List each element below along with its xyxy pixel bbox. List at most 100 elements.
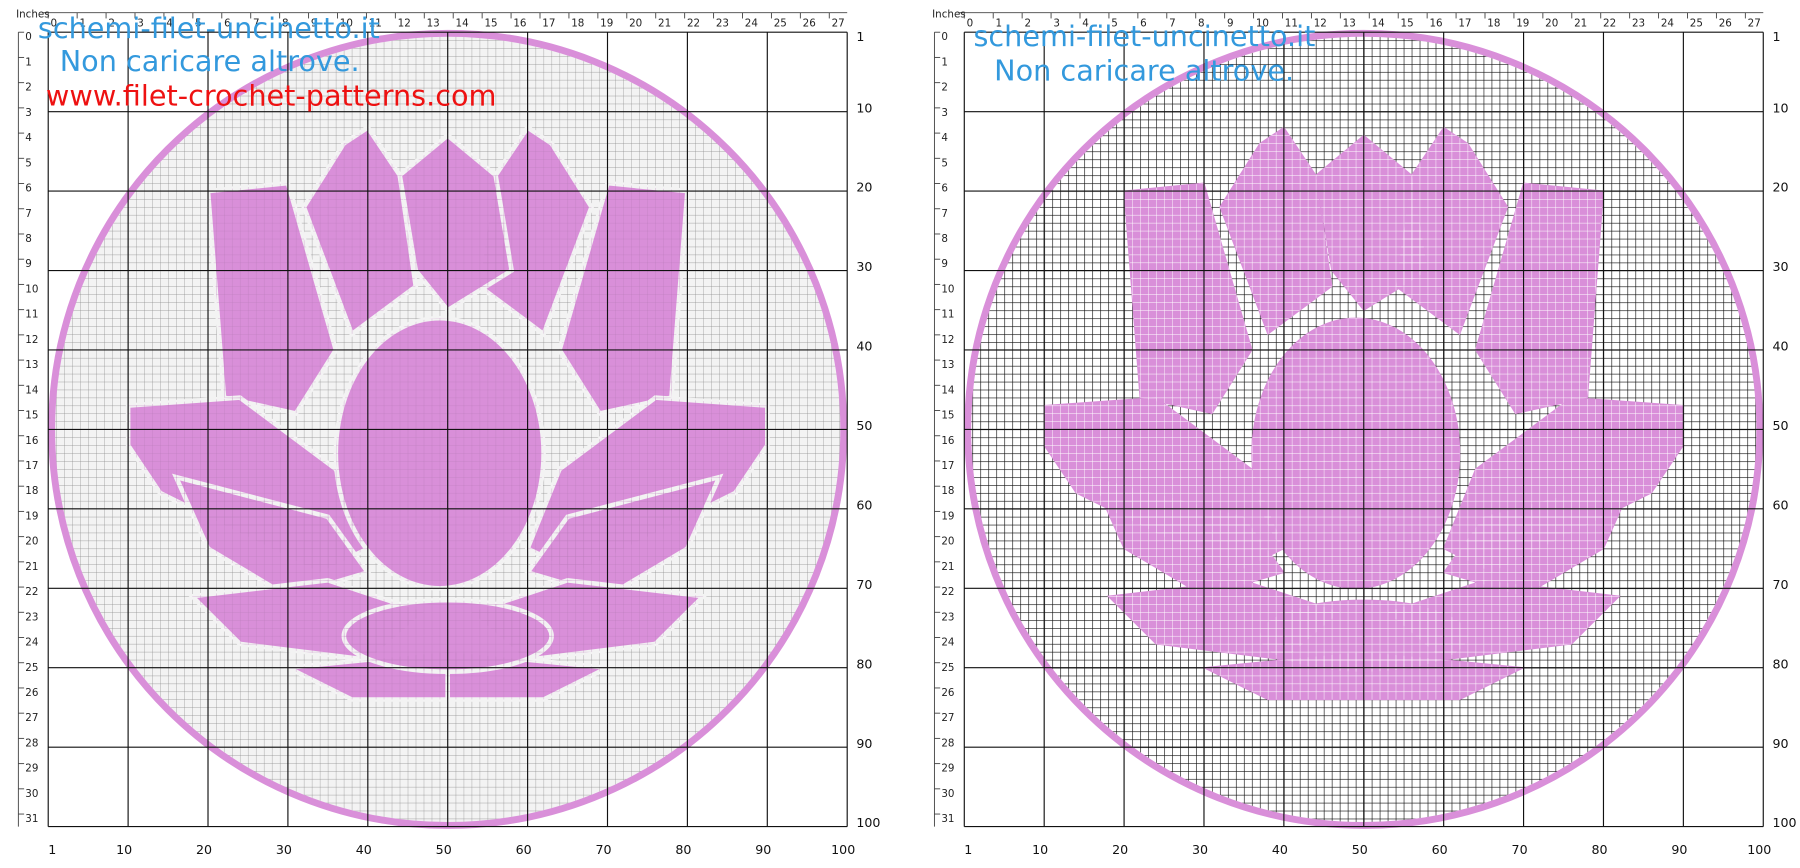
lotus-bud: [1251, 318, 1460, 589]
inch-tick-label: 3: [1053, 17, 1060, 29]
column-label: 100: [831, 842, 855, 857]
row-label: 10: [856, 100, 872, 115]
column-label: 30: [276, 842, 292, 857]
row-inch-label: 4: [25, 132, 32, 144]
inch-tick-label: 14: [1372, 17, 1385, 29]
inch-tick-label: 9: [1227, 17, 1234, 29]
column-label: 20: [1112, 842, 1128, 857]
inch-tick-label: 2: [1024, 17, 1031, 29]
lotus-petal: [1092, 477, 1284, 597]
inch-tick-label: 16: [1429, 17, 1442, 29]
row-inch-label: 9: [941, 258, 948, 270]
row-inch-label: 24: [25, 637, 38, 649]
inch-tick-label: 27: [1748, 17, 1761, 29]
inch-tick-label: 5: [195, 17, 202, 29]
inch-tick-label: 20: [629, 17, 642, 29]
row-inch-label: 1: [941, 56, 948, 68]
column-label: 70: [595, 842, 611, 857]
row-label: 70: [856, 577, 872, 592]
row-inch-label: 18: [941, 485, 954, 497]
column-label: 80: [675, 842, 691, 857]
row-inch-label: 24: [941, 637, 954, 649]
inch-tick-label: 25: [774, 17, 787, 29]
row-inch-label: 5: [941, 157, 948, 169]
row-inch-label: 29: [25, 763, 38, 775]
row-label: 30: [856, 259, 872, 274]
inch-tick-label: 20: [1545, 17, 1558, 29]
column-label: 70: [1512, 842, 1528, 857]
column-label: 10: [1032, 842, 1048, 857]
inch-tick-label: 1: [79, 17, 86, 29]
inch-tick-label: 10: [1256, 17, 1269, 29]
column-label: 10: [116, 842, 132, 857]
row-label: 80: [856, 656, 872, 671]
lotus-petal: [176, 477, 368, 597]
pattern-grid: [47, 29, 848, 829]
inch-tick-label: 8: [282, 17, 289, 29]
inch-tick-label: 19: [600, 17, 613, 29]
units-label: Inches: [16, 8, 50, 20]
inch-tick-label: 13: [1343, 17, 1356, 29]
row-inch-label: 13: [25, 359, 38, 371]
row-inch-label: 28: [25, 737, 38, 749]
row-inch-label: 14: [941, 384, 954, 396]
row-inch-label: 15: [25, 410, 38, 422]
row-inch-label: 7: [941, 208, 948, 220]
inch-tick-label: 8: [1198, 17, 1205, 29]
row-inch-label: 17: [25, 460, 38, 472]
row-label: 80: [1772, 656, 1788, 671]
row-inch-label: 31: [941, 813, 954, 825]
row-label: 50: [1772, 418, 1788, 433]
inch-tick-label: 15: [1401, 17, 1414, 29]
inch-tick-label: 13: [427, 17, 440, 29]
row-inch-label: 12: [941, 334, 954, 346]
column-label: 100: [1747, 842, 1771, 857]
inch-tick-label: 15: [484, 17, 497, 29]
lotus-petal: [559, 183, 688, 414]
row-inch-label: 30: [941, 788, 954, 800]
row-inch-label: 8: [25, 233, 32, 245]
row-inch-label: 3: [941, 107, 948, 119]
inch-tick-label: 24: [745, 17, 758, 29]
row-inch-label: 6: [25, 183, 32, 195]
row-inch-label: 10: [941, 283, 954, 295]
row-inch-label: 20: [941, 536, 954, 548]
inch-tick-label: 4: [166, 17, 173, 29]
row-inch-label: 13: [941, 359, 954, 371]
watermark: schemi-filet-uncinetto.it: [973, 19, 1315, 53]
row-label: 60: [1772, 497, 1788, 512]
inch-tick-label: 27: [832, 17, 845, 29]
lotus-petal: [303, 127, 416, 335]
inch-tick-label: 21: [1574, 17, 1587, 29]
row-inch-label: 26: [25, 687, 38, 699]
inch-tick-label: 22: [1603, 17, 1616, 29]
lotus-petal: [208, 183, 336, 414]
row-label: 100: [856, 815, 880, 830]
inch-tick-label: 5: [1111, 17, 1118, 29]
row-inch-label: 19: [25, 510, 38, 522]
column-label: 20: [196, 842, 212, 857]
row-inch-label: 30: [25, 788, 38, 800]
inch-tick-label: 6: [224, 17, 231, 29]
inch-tick-label: 24: [1661, 17, 1674, 29]
inch-tick-label: 9: [311, 17, 318, 29]
row-inch-label: 20: [25, 536, 38, 548]
lotus-petal: [1443, 477, 1636, 597]
row-inch-label: 4: [941, 132, 948, 144]
row-label: 50: [856, 418, 872, 433]
column-label: 50: [436, 842, 452, 857]
row-label: 90: [856, 736, 872, 751]
row-inch-label: 9: [25, 258, 32, 270]
row-inch-label: 28: [941, 737, 954, 749]
row-inch-label: 16: [25, 435, 38, 447]
row-label: 10: [1772, 100, 1788, 115]
inch-tick-label: 19: [1516, 17, 1529, 29]
watermark: Non caricare altrove.: [994, 53, 1294, 87]
lotus-petal: [527, 477, 720, 597]
row-inch-label: 31: [25, 813, 38, 825]
lotus-petal: [1395, 127, 1508, 335]
inch-tick-label: 12: [1314, 17, 1327, 29]
column-label: 60: [1432, 842, 1448, 857]
row-label: 60: [856, 497, 872, 512]
